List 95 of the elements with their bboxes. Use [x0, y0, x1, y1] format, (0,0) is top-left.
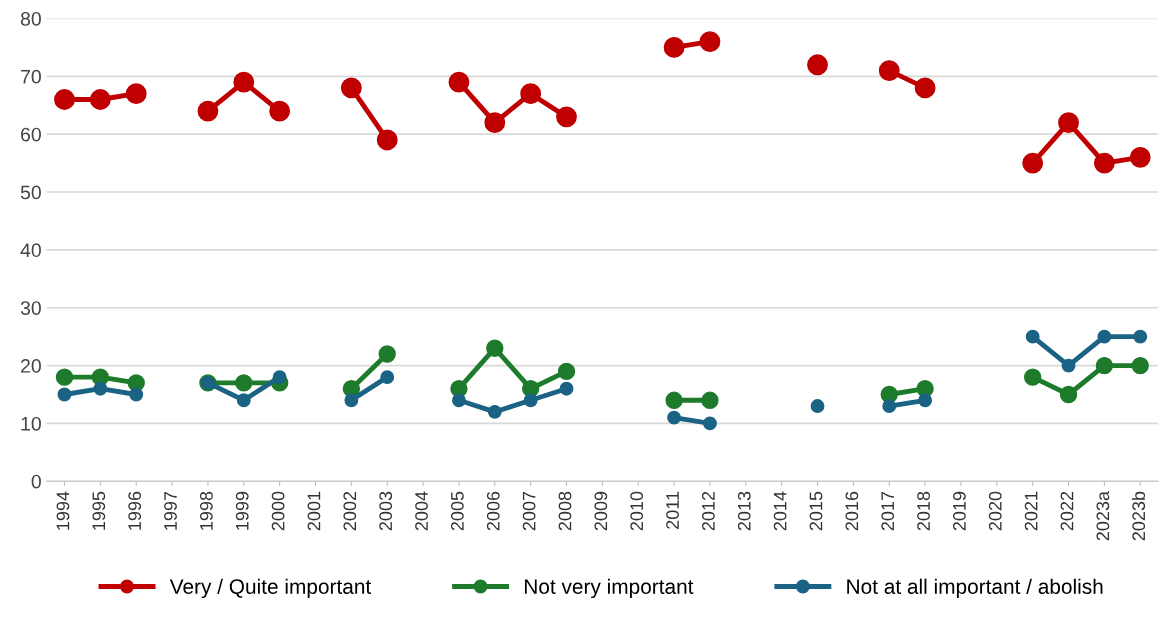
point: [272, 370, 287, 385]
x-tick-label: 2007: [522, 491, 536, 531]
point: [878, 60, 900, 81]
point: [667, 410, 682, 425]
x-tick-label: 2020: [988, 491, 1002, 531]
point: [556, 106, 577, 128]
x-tick-label: 2013: [737, 491, 751, 531]
point: [376, 129, 398, 151]
point: [559, 381, 574, 396]
point: [1097, 329, 1112, 344]
x-tick-label: 2010: [630, 491, 644, 531]
point: [378, 345, 396, 363]
point: [810, 399, 825, 414]
point: [703, 416, 717, 431]
point: [1129, 146, 1151, 168]
point: [125, 83, 147, 105]
x-tick-label: 2014: [773, 491, 787, 531]
point: [448, 71, 470, 93]
point: [663, 37, 685, 58]
point: [484, 112, 506, 134]
x-tick-label: 2022: [1060, 491, 1074, 531]
x-tick-label: 1997: [164, 491, 177, 530]
point: [918, 393, 933, 408]
y-tick-label: 70: [21, 69, 41, 84]
point: [699, 31, 721, 53]
x-tick-label: 2021: [1024, 491, 1038, 531]
point: [451, 393, 466, 408]
point: [129, 387, 144, 402]
point: [236, 393, 251, 408]
point: [665, 391, 683, 409]
y-tick-label: 60: [21, 127, 41, 142]
x-tick-label: 2017: [881, 491, 895, 531]
point: [55, 368, 74, 386]
legend-label: Very / Quite important: [169, 578, 372, 599]
point: [380, 370, 395, 385]
point: [1025, 329, 1040, 344]
legend-label: Not at all important / abolish: [847, 578, 1103, 599]
x-tick-label: 2019: [953, 491, 966, 531]
x-tick-label: 2000: [271, 491, 285, 531]
x-tick-label: 2018: [917, 491, 930, 531]
point: [1133, 329, 1148, 344]
point: [520, 83, 542, 105]
point: [54, 89, 75, 110]
x-tick-label: 1994: [56, 491, 70, 530]
x-tick-label: 2006: [486, 491, 500, 531]
point: [344, 393, 359, 408]
point: [487, 404, 502, 419]
x-tick-label: 2011: [666, 491, 679, 529]
y-tick-label: 20: [21, 359, 41, 373]
y-tick-label: 30: [20, 301, 41, 315]
point: [557, 362, 576, 381]
point: [1022, 152, 1044, 174]
point: [269, 100, 291, 122]
point: [93, 381, 108, 396]
point: [1058, 112, 1079, 134]
x-tick-label: 1995: [92, 491, 106, 530]
x-tick-label: 2009: [594, 491, 608, 531]
point: [486, 339, 504, 357]
x-tick-label: 2005: [451, 491, 464, 531]
x-tick-label: 2016: [845, 491, 859, 531]
y-tick-label: 0: [31, 474, 41, 489]
y-tick-label: 10: [21, 416, 41, 431]
x-tick-label: 2003: [379, 491, 393, 531]
point: [233, 71, 255, 93]
y-tick-label: 40: [20, 243, 41, 258]
point: [523, 393, 538, 408]
point: [1023, 368, 1042, 386]
point: [882, 399, 897, 414]
y-tick-label: 50: [20, 185, 41, 200]
point: [1095, 356, 1114, 375]
x-tick-label: 2004: [415, 491, 428, 531]
point: [57, 387, 72, 402]
x-tick-label: 2015: [809, 491, 823, 531]
x-tick-label: 2008: [558, 491, 572, 531]
x-tick-label: 1996: [128, 491, 142, 530]
x-tick-label: 2023b: [1131, 491, 1146, 541]
point: [235, 374, 253, 392]
point: [197, 100, 219, 122]
legend-label: Not very important: [524, 578, 694, 599]
x-tick-label: 2012: [702, 491, 715, 531]
y-tick-label: 80: [20, 11, 41, 26]
x-tick-label: 2023a: [1096, 490, 1110, 541]
point: [701, 391, 719, 409]
point: [807, 54, 828, 76]
point: [1131, 356, 1149, 375]
point: [914, 77, 936, 99]
point: [1093, 152, 1115, 174]
point: [1059, 385, 1078, 404]
x-tick-label: 1998: [199, 491, 213, 530]
point: [89, 89, 111, 110]
x-tick-label: 1999: [235, 491, 249, 530]
x-tick-label: 2001: [307, 491, 321, 531]
x-tick-label: 2002: [343, 491, 357, 531]
point: [340, 77, 362, 99]
point: [1061, 358, 1076, 373]
